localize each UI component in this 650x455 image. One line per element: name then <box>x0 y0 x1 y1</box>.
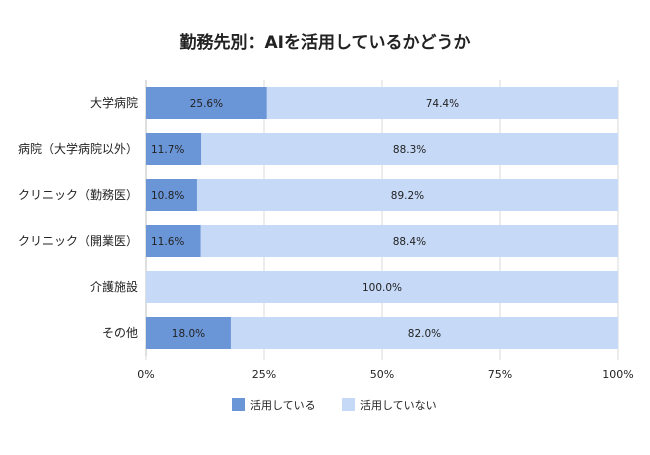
category-label: 介護施設 <box>90 279 138 294</box>
data-label: 89.2% <box>391 190 424 202</box>
data-label: 10.8% <box>151 190 184 202</box>
data-label: 82.0% <box>408 328 441 340</box>
category-label: 病院（大学病院以外） <box>18 141 138 156</box>
bar-segment <box>146 317 231 349</box>
x-tick-label: 0% <box>137 368 154 381</box>
data-label: 74.4% <box>426 98 459 110</box>
data-label: 25.6% <box>190 98 223 110</box>
bar-segment <box>230 317 618 349</box>
data-label: 11.6% <box>151 236 184 248</box>
x-tick-label: 25% <box>252 368 276 381</box>
data-label: 88.3% <box>393 144 426 156</box>
legend-label: 活用していない <box>360 399 437 412</box>
category-label: クリニック（開業医） <box>18 234 138 248</box>
data-label: 18.0% <box>172 328 205 340</box>
bar-segment <box>201 133 618 165</box>
bars-layer: 25.6% 74.4% 11.7% 88.3% 10.8% 89.2% 11.6% 88.4%… <box>146 87 618 349</box>
legend-swatch <box>342 398 355 411</box>
bar-segment <box>146 225 201 257</box>
chart-title: 勤務先別：AIを活用しているかどうか <box>180 32 471 53</box>
bar-segment <box>196 179 618 211</box>
category-label: その他 <box>102 326 138 340</box>
bar-segment <box>200 225 618 257</box>
x-tick-label: 75% <box>488 368 512 381</box>
x-tick-label: 100% <box>602 368 633 381</box>
data-label: 100.0% <box>362 282 402 294</box>
legend-label: 活用している <box>250 399 316 412</box>
category-label: クリニック（勤務医） <box>18 188 138 202</box>
bar-segment <box>146 271 618 303</box>
x-tick-label: 50% <box>370 368 394 381</box>
legend: 活用している 活用していない <box>232 398 437 412</box>
x-tick-labels: 0% 25% 50% 75% 100% <box>137 368 633 381</box>
data-label: 11.7% <box>151 144 184 156</box>
category-label: 大学病院 <box>90 95 138 110</box>
bar-segment <box>146 133 202 165</box>
bar-segment <box>146 179 197 211</box>
bar-segment <box>146 87 267 119</box>
bar-segment <box>266 87 618 119</box>
data-label: 88.4% <box>393 236 426 248</box>
grid-layer <box>145 80 619 360</box>
legend-swatch <box>232 398 245 411</box>
